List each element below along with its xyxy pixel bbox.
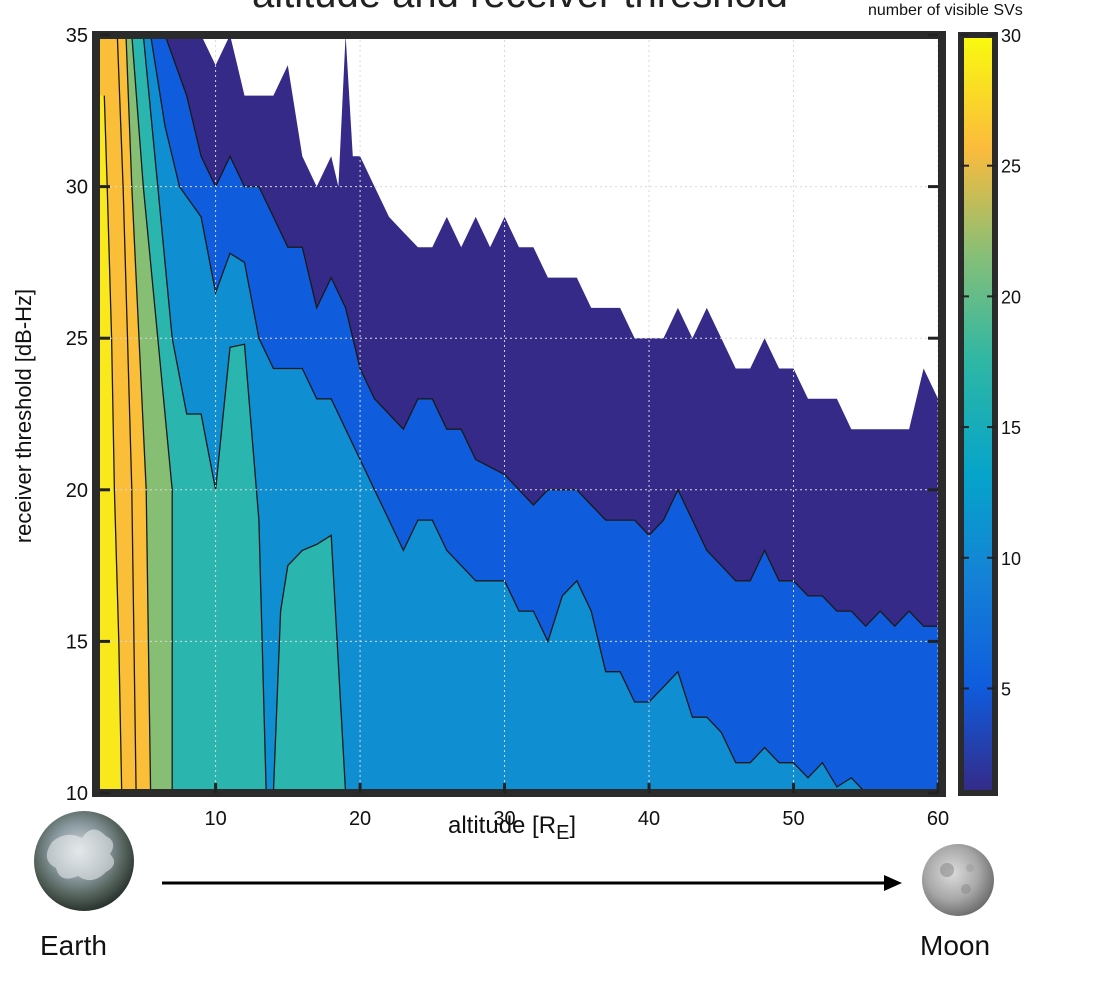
x-tick-label: 50 <box>782 808 804 830</box>
x-axis-label: altitude [RE] <box>448 812 576 845</box>
y-tick-label: 30 <box>66 177 88 199</box>
moon-icon <box>922 844 994 916</box>
colorbar-tick-label: 10 <box>1001 549 1021 569</box>
colorbar-label: number of visible SVs <box>868 2 1023 20</box>
x-axis-label-subscript: E <box>556 822 569 844</box>
arrow-head <box>884 875 902 891</box>
y-tick-label: 15 <box>66 631 88 653</box>
colorbar-tick-label: 25 <box>1001 157 1021 177</box>
x-axis-label-text: altitude [R <box>448 812 556 839</box>
y-axis-label: receiver threshold [dB-Hz] <box>11 289 37 543</box>
moon-crater <box>940 863 954 877</box>
earth-label: Earth <box>40 930 107 962</box>
moon-crater <box>966 864 974 872</box>
x-tick-label: 20 <box>349 808 371 830</box>
colorbar-scale <box>961 35 995 793</box>
y-tick-label: 20 <box>66 480 88 502</box>
colorbar <box>961 35 995 793</box>
y-tick-label: 35 <box>66 25 88 47</box>
x-axis-label-close: ] <box>569 812 576 839</box>
y-tick-label: 25 <box>66 328 88 350</box>
colorbar-tick-label: 5 <box>1001 679 1011 699</box>
colorbar-tick-label: 20 <box>1001 287 1021 307</box>
x-tick-label: 10 <box>204 808 226 830</box>
colorbar-tick-label: 15 <box>1001 418 1021 438</box>
x-tick-label: 40 <box>638 808 660 830</box>
moon-crater <box>961 884 971 894</box>
colorbar-tick-label: 30 <box>1001 26 1021 46</box>
x-tick-label: 60 <box>927 808 949 830</box>
moon-label: Moon <box>920 930 990 962</box>
y-tick-label: 10 <box>66 783 88 805</box>
